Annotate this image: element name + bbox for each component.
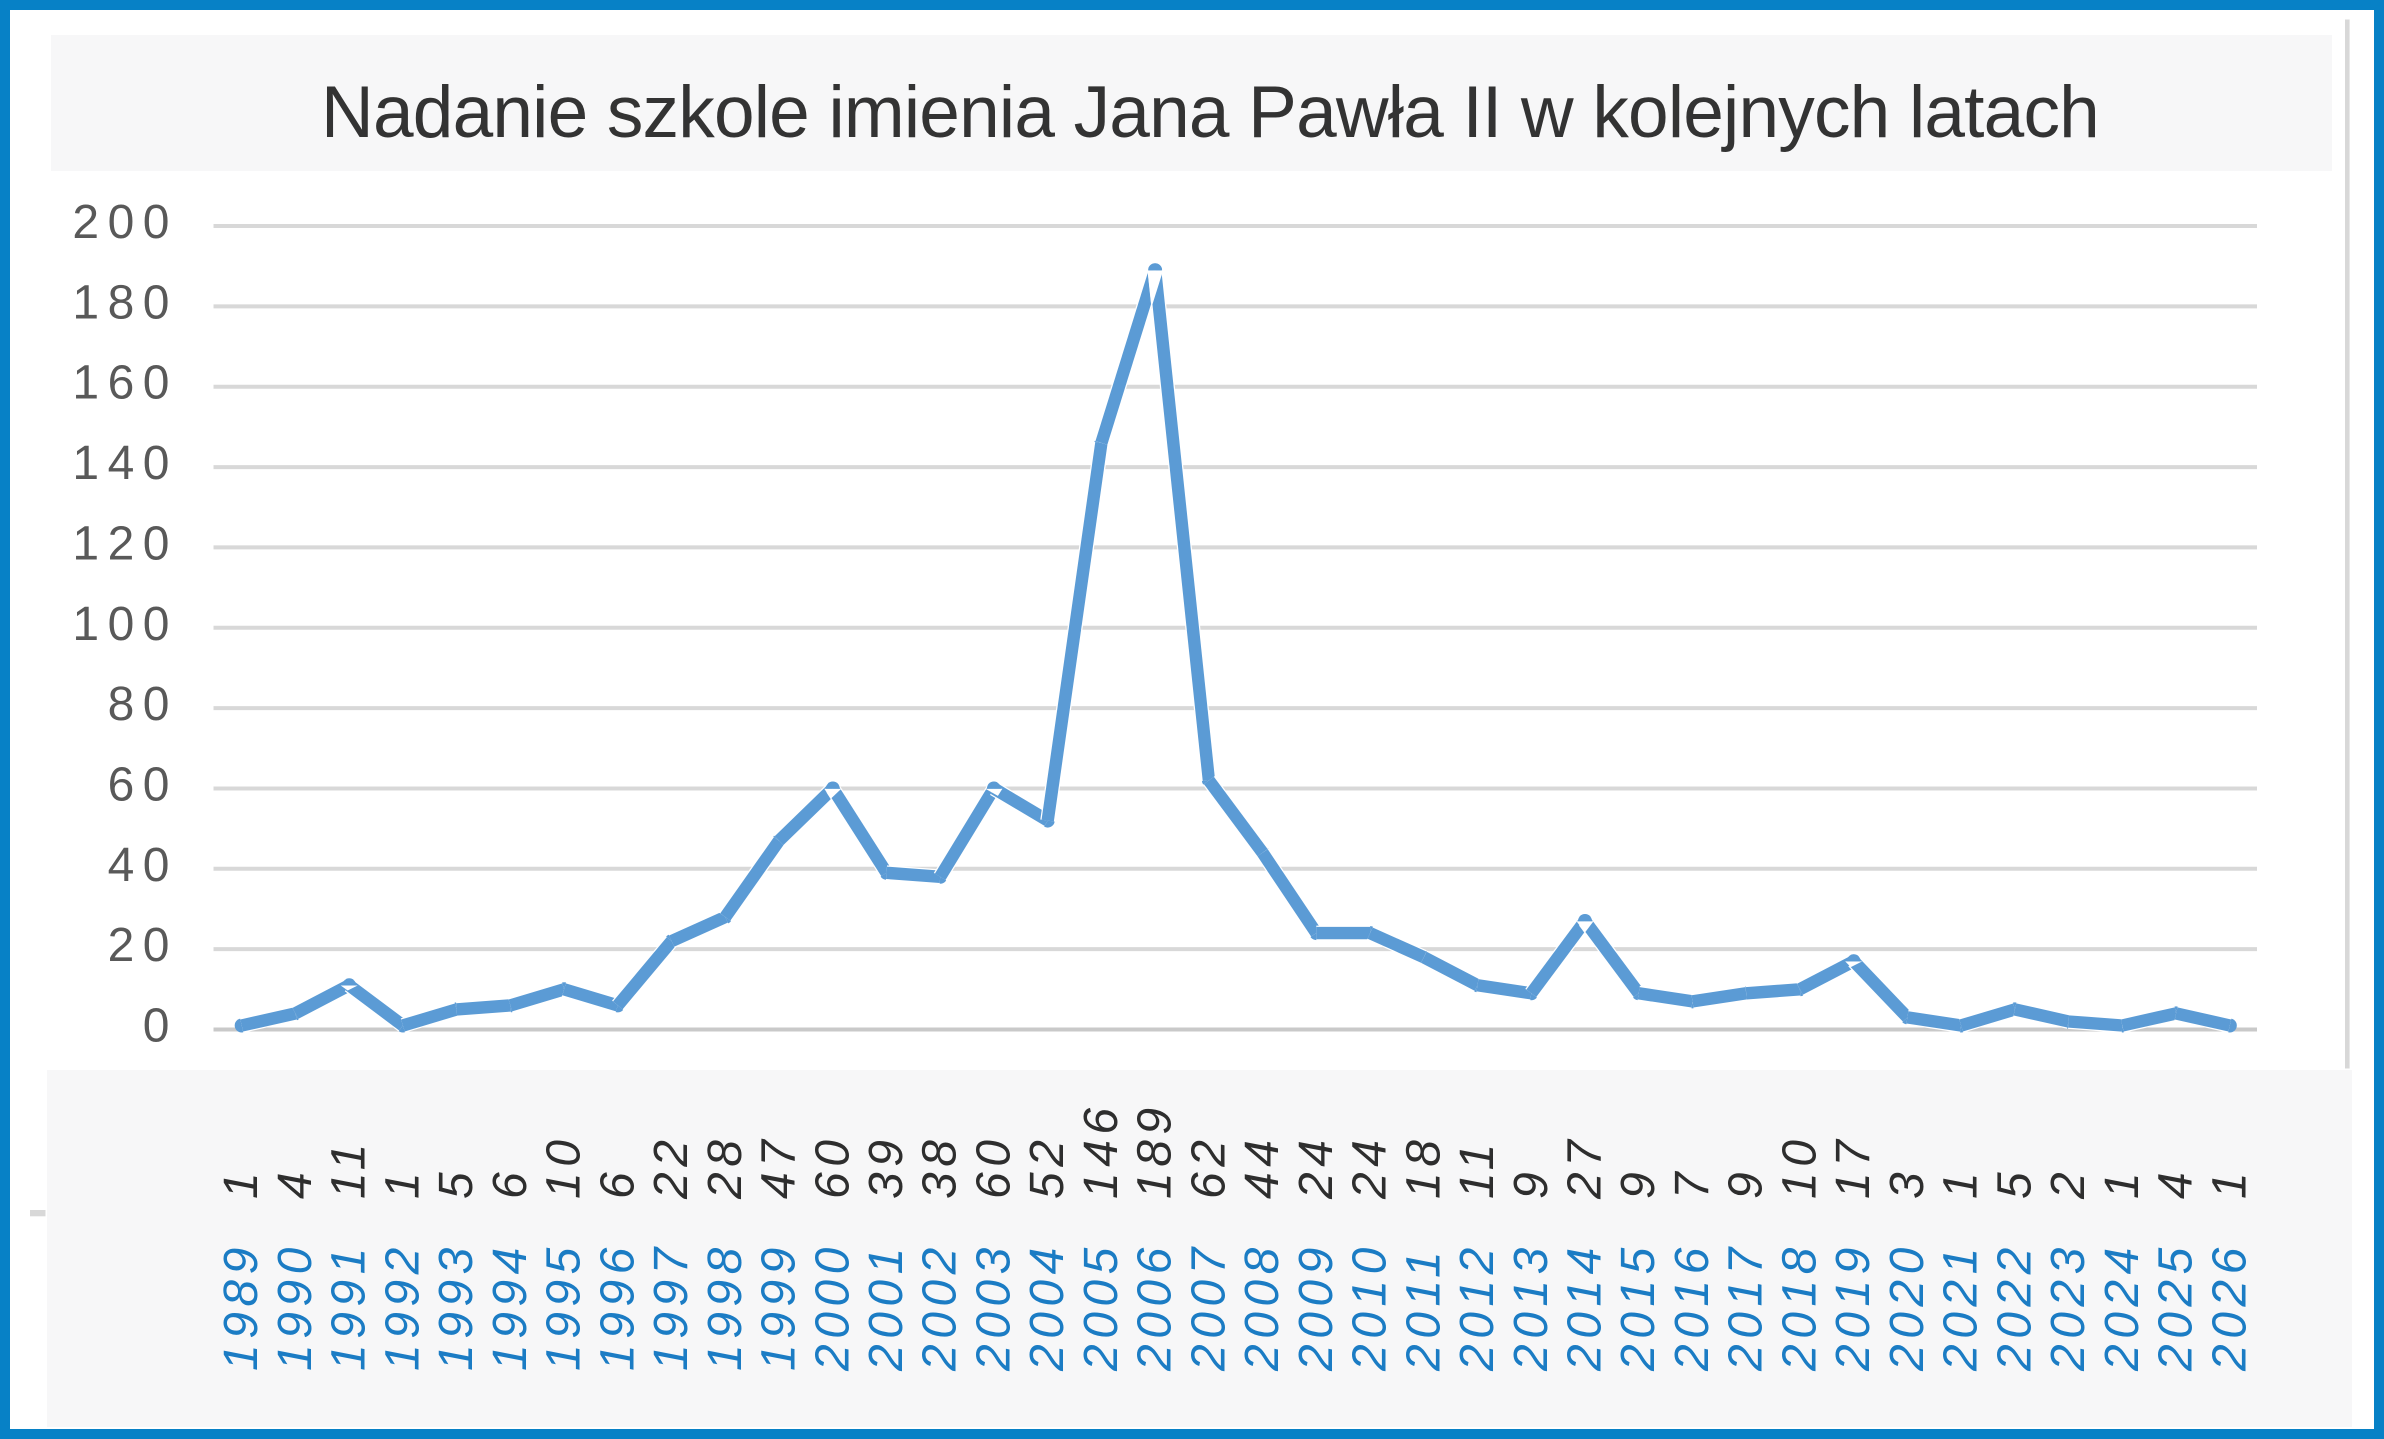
- svg-text:2011: 2011: [1397, 1246, 1450, 1372]
- svg-text:9: 9: [1720, 1167, 1773, 1199]
- svg-text:1: 1: [2203, 1167, 2256, 1199]
- svg-text:2015: 2015: [1612, 1242, 1665, 1372]
- svg-text:40: 40: [108, 839, 178, 892]
- svg-text:5: 5: [1988, 1167, 2041, 1199]
- svg-text:2017: 2017: [1720, 1242, 1773, 1372]
- svg-text:2010: 2010: [1344, 1242, 1397, 1372]
- svg-text:27: 27: [1559, 1135, 1612, 1200]
- svg-text:5: 5: [430, 1167, 483, 1199]
- svg-text:Nadanie szkole imienia Jana Pa: Nadanie szkole imienia Jana Pawła II w k…: [321, 72, 2099, 153]
- svg-text:4: 4: [2150, 1167, 2203, 1199]
- svg-text:1998: 1998: [699, 1242, 752, 1371]
- svg-text:24: 24: [1290, 1135, 1343, 1200]
- svg-text:1: 1: [215, 1167, 268, 1199]
- svg-text:1995: 1995: [538, 1242, 591, 1371]
- svg-text:10: 10: [538, 1135, 591, 1199]
- svg-text:9: 9: [1612, 1167, 1665, 1199]
- svg-text:6: 6: [591, 1167, 644, 1199]
- svg-text:11: 11: [1451, 1138, 1504, 1199]
- svg-text:11: 11: [323, 1138, 376, 1199]
- svg-text:2005: 2005: [1075, 1242, 1128, 1372]
- svg-text:38: 38: [914, 1135, 967, 1199]
- svg-text:160: 160: [72, 357, 178, 410]
- svg-text:2014: 2014: [1559, 1242, 1612, 1372]
- svg-text:2022: 2022: [1988, 1242, 2041, 1372]
- svg-text:2000: 2000: [806, 1242, 859, 1372]
- svg-text:2020: 2020: [1881, 1242, 1934, 1372]
- svg-text:1: 1: [2096, 1167, 2149, 1199]
- svg-text:1991: 1991: [323, 1242, 376, 1371]
- svg-text:3: 3: [1881, 1167, 1934, 1199]
- svg-text:9: 9: [1505, 1167, 1558, 1199]
- svg-text:2019: 2019: [1827, 1242, 1880, 1372]
- svg-text:1993: 1993: [430, 1242, 483, 1371]
- svg-text:1997: 1997: [645, 1242, 698, 1371]
- svg-text:2016: 2016: [1666, 1242, 1719, 1372]
- svg-text:2026: 2026: [2203, 1242, 2256, 1372]
- svg-text:180: 180: [72, 276, 178, 329]
- svg-text:1: 1: [1935, 1167, 1988, 1199]
- svg-text:1: 1: [376, 1167, 429, 1199]
- svg-text:120: 120: [72, 517, 178, 570]
- svg-text:140: 140: [72, 437, 178, 490]
- svg-text:189: 189: [1129, 1102, 1182, 1199]
- svg-text:7: 7: [1666, 1167, 1719, 1199]
- svg-text:2013: 2013: [1505, 1242, 1558, 1372]
- svg-text:60: 60: [806, 1135, 859, 1199]
- svg-text:1992: 1992: [376, 1242, 429, 1371]
- svg-text:20: 20: [108, 919, 178, 972]
- svg-text:1989: 1989: [215, 1242, 268, 1371]
- svg-text:24: 24: [1344, 1135, 1397, 1200]
- svg-text:28: 28: [699, 1135, 752, 1200]
- svg-text:2025: 2025: [2150, 1242, 2203, 1372]
- svg-text:146: 146: [1075, 1102, 1128, 1199]
- svg-text:200: 200: [72, 196, 178, 249]
- svg-text:80: 80: [108, 678, 178, 731]
- svg-text:100: 100: [72, 598, 178, 651]
- svg-text:52: 52: [1021, 1135, 1074, 1199]
- svg-text:60: 60: [108, 759, 178, 812]
- svg-text:2: 2: [2042, 1167, 2095, 1200]
- svg-text:2007: 2007: [1182, 1242, 1235, 1372]
- svg-text:4: 4: [269, 1167, 322, 1199]
- svg-text:2012: 2012: [1451, 1242, 1504, 1372]
- svg-text:2006: 2006: [1129, 1242, 1182, 1372]
- svg-text:2024: 2024: [2096, 1242, 2149, 1372]
- svg-text:1990: 1990: [269, 1242, 322, 1371]
- svg-text:60: 60: [967, 1135, 1020, 1199]
- svg-text:1999: 1999: [753, 1242, 806, 1371]
- svg-text:2018: 2018: [1773, 1242, 1826, 1372]
- svg-text:2001: 2001: [860, 1242, 913, 1372]
- svg-text:2002: 2002: [914, 1242, 967, 1372]
- svg-text:47: 47: [753, 1135, 806, 1199]
- svg-text:2021: 2021: [1935, 1242, 1988, 1372]
- svg-text:44: 44: [1236, 1135, 1289, 1199]
- svg-text:18: 18: [1397, 1135, 1450, 1199]
- svg-text:2023: 2023: [2042, 1242, 2095, 1372]
- svg-text:10: 10: [1773, 1135, 1826, 1199]
- svg-text:0: 0: [143, 1000, 178, 1053]
- svg-text:2008: 2008: [1236, 1242, 1289, 1372]
- svg-text:2003: 2003: [967, 1242, 1020, 1372]
- svg-text:17: 17: [1827, 1135, 1880, 1199]
- svg-text:62: 62: [1182, 1135, 1235, 1199]
- svg-text:2004: 2004: [1021, 1242, 1074, 1372]
- svg-text:39: 39: [860, 1135, 913, 1199]
- svg-text:2009: 2009: [1290, 1242, 1343, 1372]
- svg-text:6: 6: [484, 1167, 537, 1199]
- svg-text:1996: 1996: [591, 1242, 644, 1371]
- svg-text:22: 22: [645, 1135, 698, 1200]
- svg-text:1994: 1994: [484, 1242, 537, 1371]
